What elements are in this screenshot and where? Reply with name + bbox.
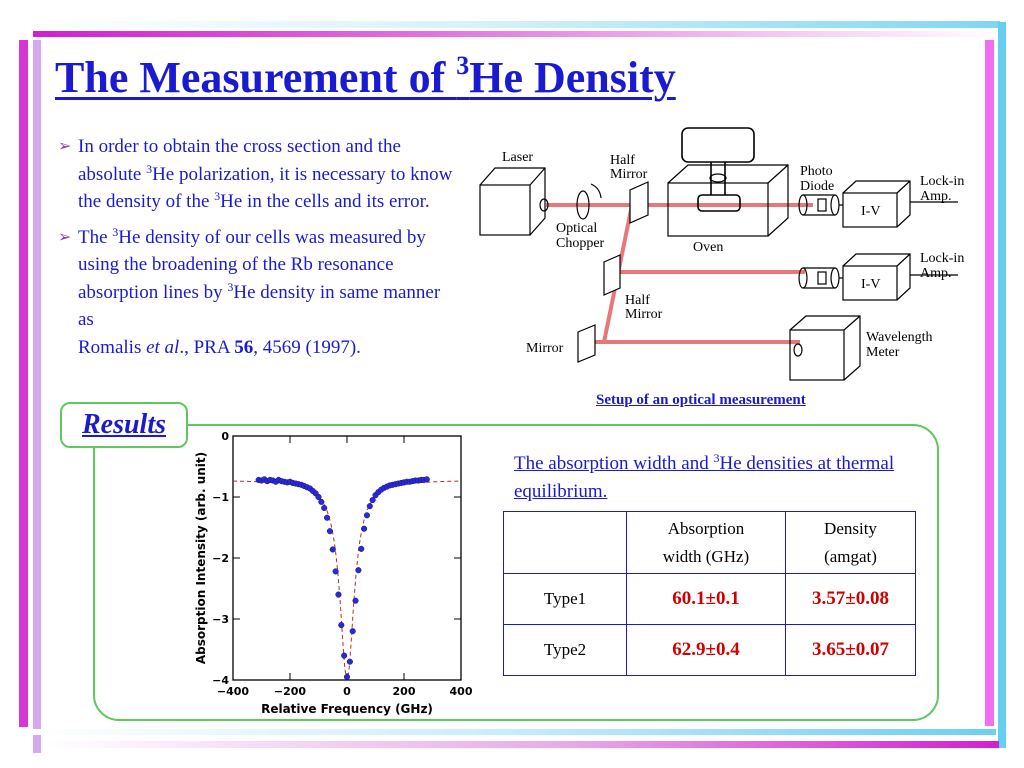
arrow-bullet-icon: ➢ <box>58 138 72 155</box>
results-heading: Results <box>60 402 188 448</box>
data-point <box>361 525 368 532</box>
bottom-cyan-bar <box>30 729 996 735</box>
y-tick-label: −3 <box>212 613 229 626</box>
oven-with-cell <box>667 127 789 237</box>
data-point <box>332 568 339 575</box>
page-title: The Measurement of 3He Density <box>55 51 676 102</box>
arrow-bullet-icon: ➢ <box>58 228 72 246</box>
wavelength-meter <box>789 315 861 381</box>
data-point <box>358 545 365 552</box>
plot-frame <box>232 435 462 681</box>
data-point <box>346 658 353 665</box>
left-magenta-bar <box>19 40 28 727</box>
data-point <box>343 673 351 681</box>
data-point <box>369 497 376 504</box>
bullet-list: ➢ In order to obtain the cross section a… <box>58 133 458 369</box>
right-cyan-bar <box>998 22 1006 748</box>
wavelength-meter-label: Wavelength <box>866 330 933 345</box>
data-point <box>335 591 342 598</box>
data-point <box>349 628 356 635</box>
y-tick-label: −4 <box>212 674 229 687</box>
data-point <box>341 652 348 659</box>
table-caption: The absorption width and 3He densities a… <box>514 451 895 502</box>
table-row: Type1 60.1±0.1 3.57±0.08 <box>503 573 916 625</box>
data-point <box>324 514 331 521</box>
data-point <box>318 498 325 505</box>
bottom-magenta-bar <box>45 741 999 748</box>
density-table: Absorption width (GHz) Density (amgat) Typ… <box>503 511 916 676</box>
data-point <box>338 622 345 629</box>
photo-diode-label: Diode <box>800 179 834 194</box>
half-mirror-1 <box>629 181 649 224</box>
mirror <box>577 324 596 363</box>
data-point <box>355 567 362 574</box>
data-point <box>321 504 328 512</box>
half-mirror-label: Mirror <box>625 307 663 322</box>
lockin-label: Amp. <box>920 266 952 281</box>
left-lavender-bar <box>33 40 41 753</box>
x-tick-label: 0 <box>343 685 351 698</box>
table-cell-label: Type2 <box>503 624 627 676</box>
table-header-cell: Density (amgat) <box>785 511 916 574</box>
laser-label: Laser <box>502 150 533 165</box>
iv-converter-1 <box>842 180 911 228</box>
y-axis-label: Absorption Intensity (arb. unit) <box>194 452 208 664</box>
x-tick-label: −400 <box>217 685 250 698</box>
optical-chopper-label: Optical <box>556 221 597 236</box>
half-mirror-label: Mirror <box>610 167 648 182</box>
iv-label: I-V <box>861 204 880 219</box>
chopper-rotation-arrow <box>590 183 602 199</box>
table-cell-value: 62.9±0.4 <box>626 624 786 676</box>
x-axis-label: Relative Frequency (GHz) <box>261 702 433 716</box>
top-gradient-bar <box>30 21 1000 28</box>
table-cell-value: 3.57±0.08 <box>785 573 916 625</box>
data-point <box>363 512 371 519</box>
bullet-item: ➢ The 3He density of our cells was measu… <box>58 224 441 358</box>
table-header-empty <box>503 511 627 574</box>
table-header-cell: Absorption width (GHz) <box>626 511 786 574</box>
table-row: Type2 62.9±0.4 3.65±0.07 <box>503 624 916 676</box>
laser-box <box>479 167 549 236</box>
half-mirror-2 <box>603 254 621 296</box>
data-point <box>366 503 373 510</box>
table-header-row: Absorption width (GHz) Density (amgat) <box>503 511 916 574</box>
absorption-chart: −400 −200 0 200 400 0 −1 −2 −3 −4 Relative Frequen… <box>194 430 473 716</box>
data-point <box>352 597 359 604</box>
citation: Romalis et al., PRA 56, 4569 (1997). <box>78 336 361 358</box>
iv-label: I-V <box>861 277 880 292</box>
optical-setup-diagram: Laser Optical Chopper Half Mirror Oven P… <box>479 127 964 381</box>
lockin-label: Amp. <box>920 189 952 204</box>
oven-label: Oven <box>693 240 723 255</box>
right-magenta-bar <box>985 40 994 726</box>
data-point <box>326 528 333 535</box>
optical-chopper <box>576 190 590 220</box>
wavelength-meter-label: Meter <box>866 345 900 360</box>
lockin-label: Lock-in <box>920 174 964 189</box>
photo-diode-label: Photo <box>800 164 833 179</box>
x-tick-label: 200 <box>393 685 416 698</box>
setup-caption: Setup of an optical measurement <box>596 392 806 408</box>
fit-curve <box>232 480 462 682</box>
bullet-item: ➢ In order to obtain the cross section a… <box>58 133 458 216</box>
x-tick-label: −200 <box>274 685 307 698</box>
table-cell-value: 60.1±0.1 <box>626 573 786 625</box>
half-mirror-label: Half <box>625 293 650 308</box>
x-tick-label: 400 <box>450 685 473 698</box>
y-tick-label: −1 <box>212 491 229 504</box>
half-mirror-label: Half <box>610 153 635 168</box>
magenta-top-bar <box>33 31 1000 37</box>
y-tick-label: −2 <box>212 552 229 565</box>
data-point <box>423 476 430 483</box>
data-point <box>315 493 322 501</box>
mirror-label: Mirror <box>526 341 564 356</box>
table-cell-label: Type1 <box>503 573 627 625</box>
lockin-label: Lock-in <box>920 251 964 266</box>
optical-chopper-label: Chopper <box>556 236 605 251</box>
table-cell-value: 3.65±0.07 <box>785 624 916 676</box>
y-tick-label: 0 <box>221 430 229 443</box>
iv-converter-2 <box>842 253 911 301</box>
data-point <box>329 546 336 553</box>
